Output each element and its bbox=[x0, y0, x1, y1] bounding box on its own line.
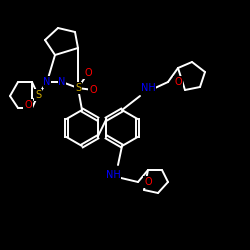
Text: N: N bbox=[43, 77, 51, 87]
Text: NH: NH bbox=[140, 83, 156, 93]
Text: O: O bbox=[144, 177, 152, 187]
Text: NH: NH bbox=[106, 170, 120, 180]
Text: S: S bbox=[75, 83, 81, 93]
Text: O: O bbox=[174, 77, 182, 87]
Text: O: O bbox=[89, 85, 97, 95]
Text: S: S bbox=[35, 90, 41, 100]
Text: O: O bbox=[24, 100, 32, 110]
Text: N: N bbox=[58, 77, 66, 87]
Text: O: O bbox=[84, 68, 92, 78]
